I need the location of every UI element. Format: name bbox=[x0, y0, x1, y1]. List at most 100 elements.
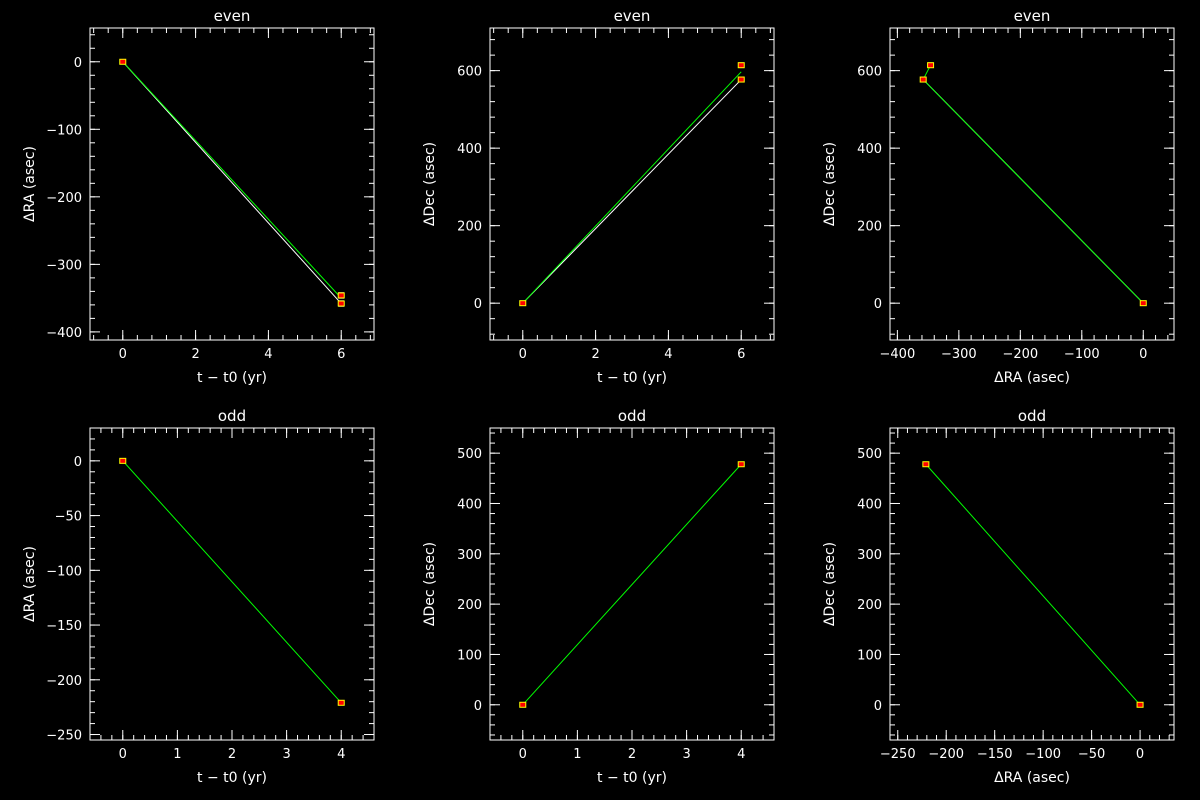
chart-title: even bbox=[614, 7, 651, 25]
y-tick-label: −50 bbox=[55, 510, 82, 525]
y-tick-label: 0 bbox=[474, 297, 482, 312]
fit-line bbox=[122, 61, 342, 299]
y-tick-label: 0 bbox=[74, 56, 82, 71]
x-axis-label: t − t0 (yr) bbox=[197, 370, 267, 386]
data-point bbox=[119, 457, 127, 464]
y-tick-label: 600 bbox=[457, 65, 482, 80]
fit-line bbox=[925, 463, 1141, 706]
x-tick-label: −100 bbox=[1025, 747, 1061, 762]
chart-panel-4: odd 0 1 2 3 4 −250 −200 −150 −100 −50 0 t − t0 (yr) Δ… bbox=[22, 407, 375, 786]
path-line bbox=[522, 79, 742, 304]
x-tick-label: −200 bbox=[928, 747, 964, 762]
x-tick-label: −400 bbox=[880, 347, 916, 362]
chart-title: even bbox=[1014, 7, 1051, 25]
x-tick-label: 0 bbox=[519, 747, 527, 762]
x-tick-label: −200 bbox=[1002, 347, 1038, 362]
x-tick-label: 0 bbox=[1136, 747, 1144, 762]
chart-title: even bbox=[214, 7, 251, 25]
y-tick-label: −100 bbox=[46, 123, 82, 138]
data-point bbox=[927, 62, 935, 69]
path-line bbox=[122, 61, 342, 304]
data-point bbox=[1136, 701, 1144, 708]
fit-line bbox=[522, 463, 742, 706]
data-point bbox=[1139, 300, 1147, 307]
chart-panel-3: even −400 −300 −200 −100 0 0 200 400 600 ΔRA (asec… bbox=[822, 7, 1175, 386]
chart-panel-5: odd 0 1 2 3 4 0 100 200 300 400 500 t − t0 (yr) ΔDec … bbox=[422, 407, 775, 786]
data-point bbox=[922, 461, 930, 468]
x-tick-label: 4 bbox=[264, 347, 272, 362]
y-tick-label: 400 bbox=[457, 142, 482, 157]
data-point bbox=[737, 76, 745, 83]
x-axis-label: ΔRA (asec) bbox=[994, 370, 1070, 386]
y-tick-label: 200 bbox=[457, 598, 482, 613]
y-axis-label: ΔRA (asec) bbox=[22, 146, 38, 222]
x-tick-label: 0 bbox=[119, 347, 127, 362]
chart-panel-6: odd −250 −200 −150 −100 −50 0 0 100 200 300 400 500 Δ… bbox=[822, 407, 1175, 786]
plot-frame bbox=[89, 427, 375, 741]
data-point bbox=[337, 699, 345, 706]
data-point bbox=[337, 300, 345, 307]
plot-frame bbox=[489, 27, 775, 341]
y-tick-label: −300 bbox=[46, 258, 82, 273]
fit-line bbox=[122, 460, 342, 704]
x-tick-label: 1 bbox=[573, 747, 581, 762]
data-point bbox=[519, 300, 527, 307]
y-tick-label: 200 bbox=[457, 220, 482, 235]
y-tick-label: 500 bbox=[457, 447, 482, 462]
x-tick-label: 4 bbox=[664, 347, 672, 362]
chart-panel-1: even 0 2 4 6 −400 −300 −200 −100 0 t − t0 (yr) ΔRA … bbox=[22, 7, 375, 386]
x-axis-label: ΔRA (asec) bbox=[994, 770, 1070, 786]
chart-panel-2: even 0 2 4 6 0 200 400 600 t − t0 (yr) ΔDec (asec) bbox=[422, 7, 775, 386]
x-tick-label: 1 bbox=[173, 747, 181, 762]
fit-line bbox=[522, 71, 742, 304]
x-tick-label: 2 bbox=[228, 747, 236, 762]
data-point bbox=[119, 58, 127, 65]
data-point bbox=[737, 461, 745, 468]
y-tick-label: −200 bbox=[46, 674, 82, 689]
x-tick-label: 2 bbox=[191, 347, 199, 362]
y-axis-label: ΔDec (asec) bbox=[822, 142, 838, 226]
y-tick-label: 0 bbox=[74, 455, 82, 470]
y-tick-label: −200 bbox=[46, 191, 82, 206]
x-tick-label: 2 bbox=[591, 347, 599, 362]
y-tick-label: 400 bbox=[857, 142, 882, 157]
y-axis-label: ΔRA (asec) bbox=[22, 546, 38, 622]
x-tick-label: −150 bbox=[977, 747, 1013, 762]
x-tick-label: 4 bbox=[737, 747, 745, 762]
y-tick-label: 300 bbox=[457, 548, 482, 563]
x-tick-label: −250 bbox=[880, 747, 916, 762]
x-tick-label: 2 bbox=[628, 747, 636, 762]
y-tick-label: −150 bbox=[46, 619, 82, 634]
x-tick-label: 3 bbox=[682, 747, 690, 762]
plot-frame bbox=[89, 27, 375, 341]
x-tick-label: −300 bbox=[941, 347, 977, 362]
x-tick-label: −100 bbox=[1064, 347, 1100, 362]
y-tick-label: −100 bbox=[46, 564, 82, 579]
chart-title: odd bbox=[218, 407, 246, 425]
y-tick-label: 0 bbox=[874, 699, 882, 714]
chart-title: odd bbox=[1018, 407, 1046, 425]
y-tick-label: 100 bbox=[457, 648, 482, 663]
x-tick-label: 3 bbox=[282, 747, 290, 762]
x-tick-label: 0 bbox=[119, 747, 127, 762]
x-tick-label: 6 bbox=[737, 347, 745, 362]
y-tick-label: 0 bbox=[474, 699, 482, 714]
x-tick-label: 0 bbox=[1139, 347, 1147, 362]
y-tick-label: 200 bbox=[857, 598, 882, 613]
x-tick-label: 4 bbox=[337, 747, 345, 762]
x-axis-label: t − t0 (yr) bbox=[197, 770, 267, 786]
y-tick-label: 400 bbox=[457, 497, 482, 512]
plot-frame bbox=[889, 27, 1175, 341]
y-tick-label: −400 bbox=[46, 326, 82, 341]
y-tick-label: 100 bbox=[857, 648, 882, 663]
x-axis-label: t − t0 (yr) bbox=[597, 770, 667, 786]
y-tick-label: 400 bbox=[857, 497, 882, 512]
y-tick-label: 200 bbox=[857, 220, 882, 235]
y-tick-label: 600 bbox=[857, 65, 882, 80]
fit-line bbox=[922, 64, 1144, 304]
data-point bbox=[919, 76, 927, 83]
y-axis-label: ΔDec (asec) bbox=[422, 542, 438, 626]
data-point bbox=[337, 292, 345, 299]
chart-title: odd bbox=[618, 407, 646, 425]
